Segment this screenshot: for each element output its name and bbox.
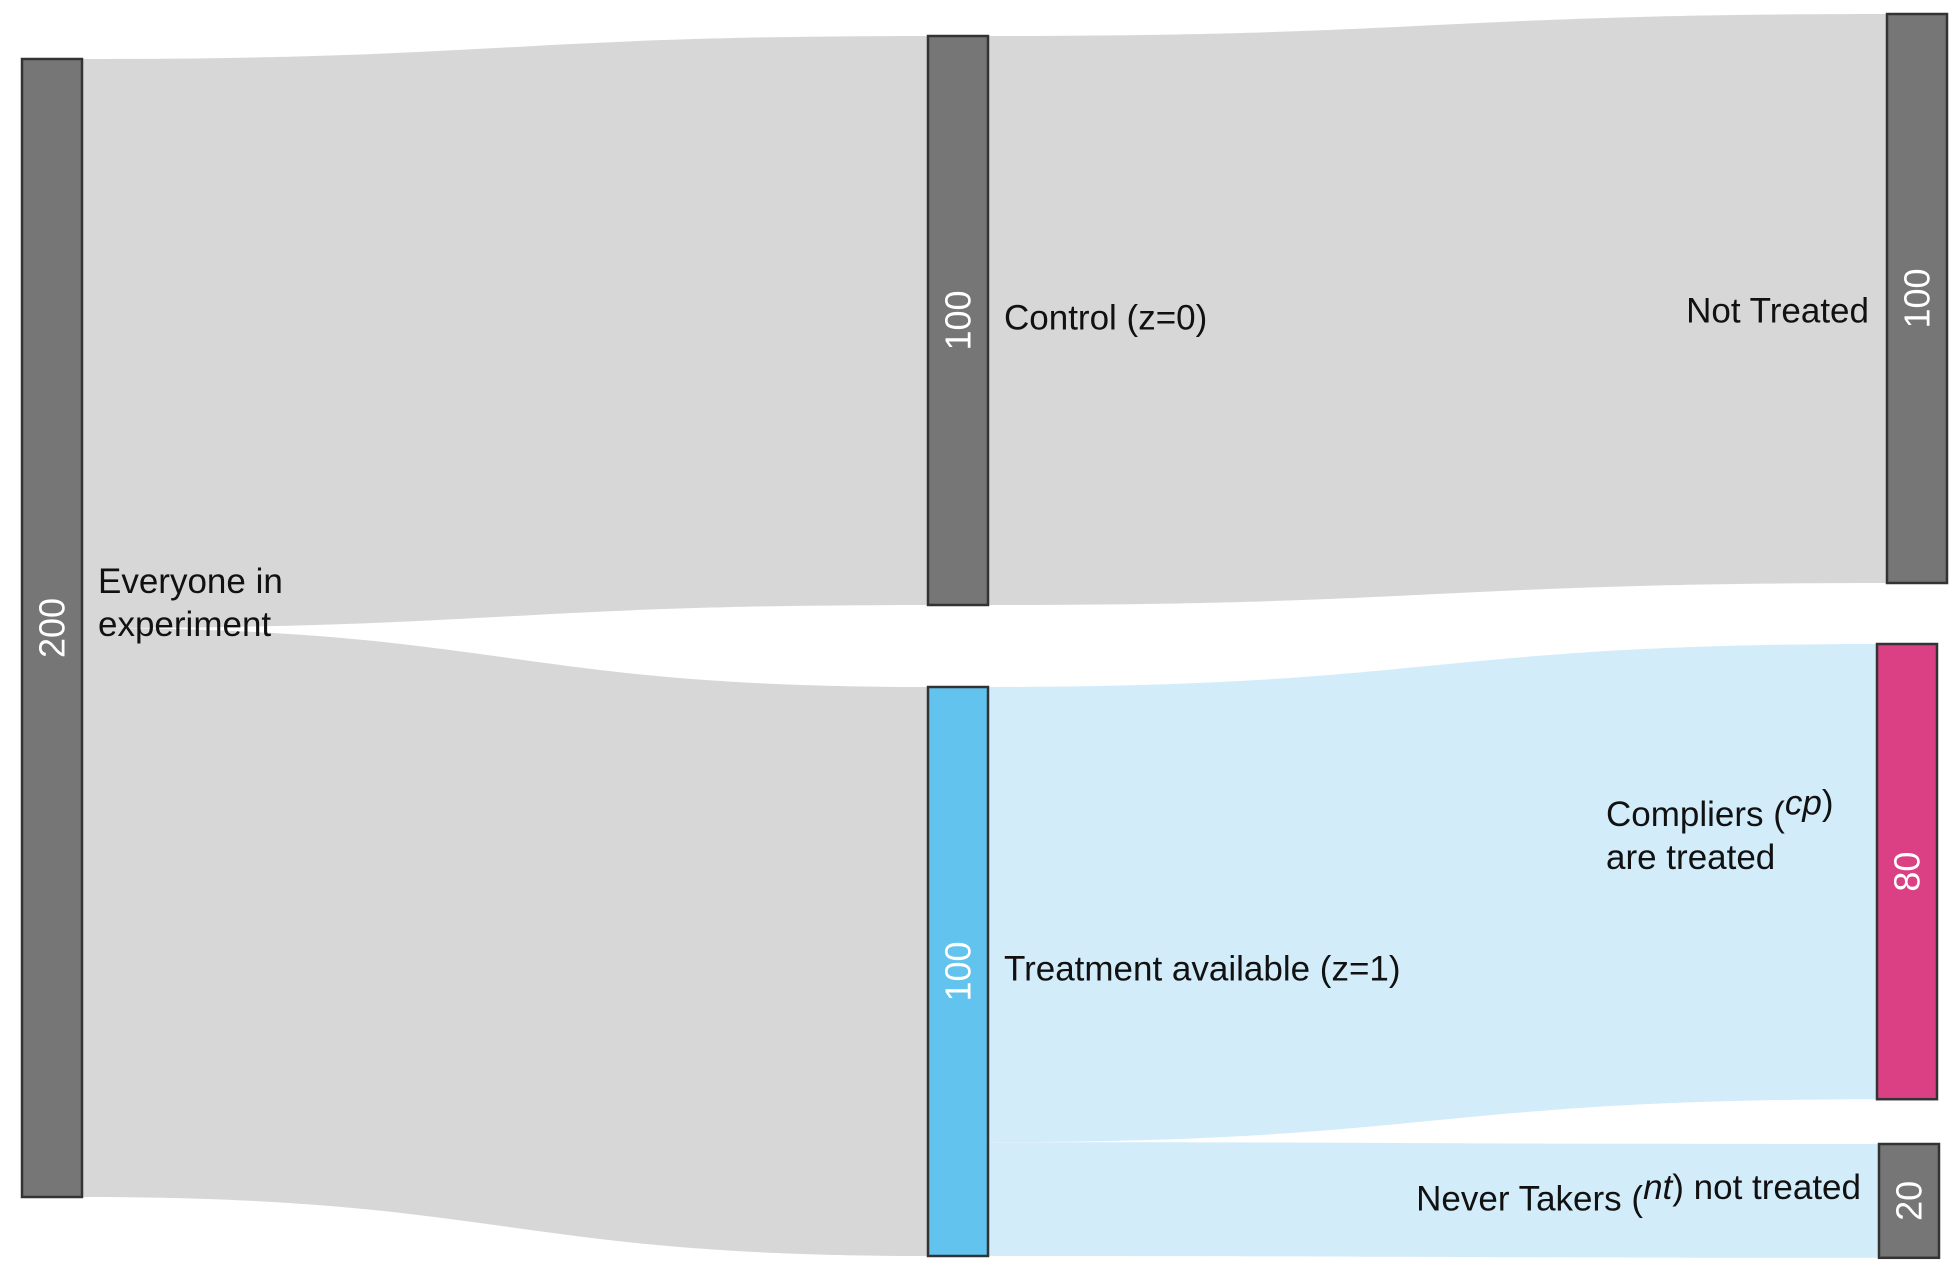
node-label-compliers-line0-run1: cp bbox=[1785, 784, 1822, 823]
node-bar-treatment bbox=[926, 685, 990, 1258]
node-label-never_takers-line0-run0: Never Takers ( bbox=[1416, 1180, 1643, 1219]
node-label-everyone-line1-run0: experiment bbox=[98, 605, 271, 644]
node-label-not_treated-line0-run0: Not Treated bbox=[1686, 292, 1869, 331]
node-label-compliers: Compliers (cp) are treated bbox=[1606, 784, 1834, 878]
link-treatment-to-never_takers bbox=[988, 1142, 1879, 1258]
link-everyone-to-treatment bbox=[82, 628, 928, 1256]
node-label-never_takers: Never Takers (nt) not treated bbox=[1416, 1168, 1861, 1219]
links-layer bbox=[82, 14, 1887, 1258]
node-label-control-line0-run0: Control (z=0) bbox=[1004, 299, 1207, 338]
node-label-compliers-line1-run0: are treated bbox=[1606, 838, 1775, 877]
labels-layer: Everyone in experiment Control (z=0) Treatm… bbox=[98, 292, 1869, 1219]
link-everyone-to-control bbox=[82, 36, 928, 628]
node-never_takers: 20 bbox=[1877, 1142, 1941, 1260]
node-label-compliers-line0-run2: ) bbox=[1822, 784, 1834, 823]
node-bar-not_treated bbox=[1885, 12, 1949, 585]
node-value-everyone: 200 bbox=[32, 598, 73, 658]
node-label-not_treated: Not Treated bbox=[1686, 292, 1869, 331]
node-label-everyone: Everyone in experiment bbox=[98, 562, 283, 644]
node-bar-control bbox=[926, 34, 990, 607]
node-everyone: 200 bbox=[20, 57, 84, 1199]
node-label-compliers-line0-run0: Compliers ( bbox=[1606, 795, 1785, 834]
node-label-everyone-line0-run0: Everyone in bbox=[98, 562, 283, 601]
link-treatment-to-compliers bbox=[988, 644, 1877, 1143]
link-control-to-not_treated bbox=[988, 14, 1887, 605]
node-control: 100 bbox=[926, 34, 990, 607]
node-label-control: Control (z=0) bbox=[1004, 299, 1207, 338]
nodes-layer: 200 100 100 100 80 20 bbox=[20, 12, 1949, 1260]
node-value-treatment: 100 bbox=[938, 941, 979, 1001]
node-label-never_takers-line0-run2: ) not treated bbox=[1672, 1168, 1861, 1207]
node-bar-compliers bbox=[1875, 642, 1939, 1101]
node-treatment: 100 bbox=[926, 685, 990, 1258]
node-label-treatment: Treatment available (z=1) bbox=[1004, 950, 1401, 989]
node-value-control: 100 bbox=[938, 290, 979, 350]
node-value-compliers: 80 bbox=[1887, 852, 1928, 892]
node-not_treated: 100 bbox=[1885, 12, 1949, 585]
node-value-never_takers: 20 bbox=[1889, 1181, 1930, 1221]
node-label-treatment-line0-run0: Treatment available (z=1) bbox=[1004, 950, 1401, 989]
node-bar-everyone bbox=[20, 57, 84, 1199]
node-value-not_treated: 100 bbox=[1897, 268, 1938, 328]
node-compliers: 80 bbox=[1875, 642, 1939, 1101]
node-bar-never_takers bbox=[1877, 1142, 1941, 1260]
node-label-never_takers-line0-run1: nt bbox=[1643, 1168, 1673, 1207]
